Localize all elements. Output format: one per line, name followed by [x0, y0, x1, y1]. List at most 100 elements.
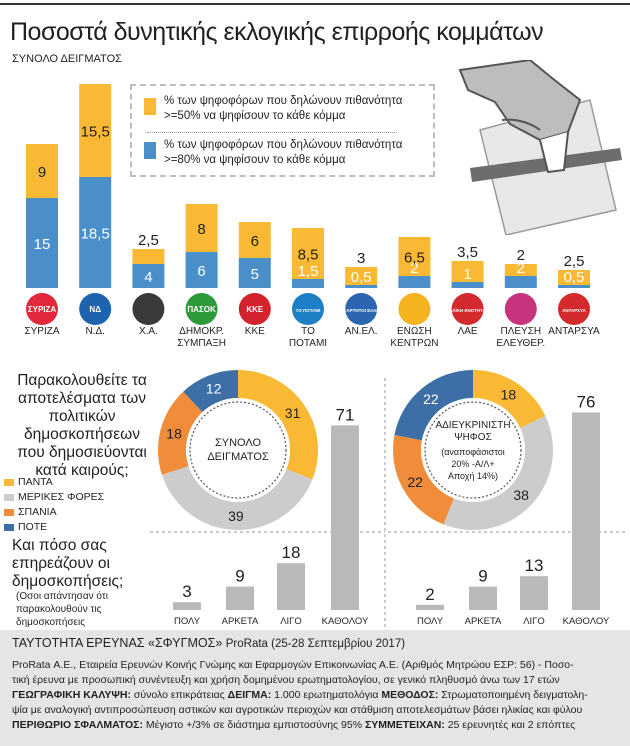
bar-yellow-party-2: [132, 249, 165, 264]
bar-yellow-party-0: [26, 144, 58, 198]
donut-value-undecided-σπανια: 22: [407, 474, 423, 490]
category-label-party-4: ΚΚΕ: [245, 326, 265, 337]
bar-blue-party-1: [79, 177, 112, 288]
logo-party-8: [451, 293, 484, 325]
bar-yellow-party-7: [398, 237, 431, 276]
logo-text-party-0: ΣΥΡΙΖΑ: [28, 305, 57, 314]
legend-swatch-never: [4, 524, 14, 531]
category-label-party-7: ΕΝΩΣΗ: [397, 326, 432, 337]
influence-category-undecided-αρκετα: ΑΡΚΕΤΑ: [465, 616, 502, 627]
bar-yellow-party-8: [451, 261, 484, 282]
legend: % των ψηφοφόρων που δηλώνουν πιθανότητα …: [130, 84, 435, 177]
influence-value-total-αρκετα: 9: [235, 567, 244, 586]
question-poll-influence: Και πόσο σας επηρεάζουν οι δημοσκοπήσεις…: [12, 537, 124, 590]
survey-line2: τική έρευνα με προσωπική συνέντευξη και …: [12, 674, 560, 686]
logo-text-party-6: ΑΝΕΞΑΡΤΗΤΟΙ ΕΛΛΗΝΕΣ: [334, 308, 389, 313]
legend-swatch-rarely: [4, 509, 14, 516]
category-label-party-6: ΑΝ.ΕΛ.: [345, 326, 378, 337]
donut-slice-undecided-παντα: [473, 370, 546, 428]
value-label-yellow-party-0: 9: [38, 164, 46, 181]
survey-title-date: ProRata (25-28 Σεπτεμβρίου 2017): [225, 638, 406, 650]
margin-key: ΠΕΡΙΘΩΡΙΟ ΣΦΑΛΜΑΤΟΣ:: [12, 719, 146, 731]
donut-value-total-μερικες-φορες: 39: [228, 508, 244, 524]
category-label-line2-party-7: ΚΕΝΤΡΩΝ: [390, 338, 438, 349]
legend-label-always: ΠΑΝΤΑ: [18, 476, 53, 488]
bar-yellow-party-9: [504, 264, 537, 276]
logo-party-10: [558, 293, 590, 325]
donut-value-total-ποτε: 12: [206, 381, 222, 397]
value-label-blue-party-9: 2: [517, 260, 525, 277]
bar-blue-party-10: [558, 285, 590, 288]
category-label-party-0: ΣΥΡΙΖΑ: [24, 326, 59, 337]
legend-divider: [147, 132, 397, 133]
logo-party-2: [132, 293, 165, 325]
donut-title-total-line2: ΔΕΙΓΜΑΤΟΣ: [207, 451, 269, 463]
survey-line4: ψία με αναλογική αντιπροσώπευση αστικών …: [12, 704, 583, 716]
value-label-blue-party-1: 18,5: [81, 226, 110, 243]
donut-subtitle-undecided-line3: Αποχή 14%): [448, 471, 498, 481]
logo-text-party-1: ΝΔ: [89, 305, 101, 314]
donut-title-undecided-line2: ΨΗΦΟΣ: [454, 432, 492, 443]
legend-label-rarely: ΣΠΑΝΙΑ: [18, 506, 57, 518]
donut-slice-undecided-ποτε: [394, 370, 473, 441]
influence-category-total-λιγο: ΛΙΓΟ: [280, 616, 302, 627]
bar-yellow-party-3: [185, 204, 218, 252]
donut-slice-total-μερικες-φορες: [161, 466, 313, 530]
logo-party-7: [398, 293, 431, 325]
donut-slice-undecided-μερικες-φορες: [443, 415, 553, 530]
sample-value: 1.000 ερωτηματολόγια: [274, 689, 382, 701]
logo-text-party-10: ΑΝΤΑΡΣΥΑ: [562, 308, 586, 313]
value-label-yellow-party-7: 6,5: [404, 250, 425, 267]
page-title: Ποσοστά δυνητικής εκλογικής επιρροής κομ…: [10, 18, 544, 46]
logo-party-3: [185, 293, 218, 325]
bar-blue-party-9: [504, 276, 537, 288]
donut-value-undecided-παντα: 18: [501, 386, 517, 402]
logo-party-0: [26, 293, 58, 325]
donut-slice-total-παντα: [238, 370, 318, 480]
lower-charts: 31391812ΣΥΝΟΛΟΔΕΙΓΜΑΤΟΣ18382222ΑΔΙΕΥΚΡΙΝ…: [150, 370, 625, 627]
donut-hole-total: [186, 398, 290, 502]
logo-party-1: [79, 293, 112, 325]
legend-yellow-label: % των ψηφοφόρων που δηλώνουν πιθανότητα …: [164, 94, 429, 124]
method-value: Στρωματοποιημένη δειγματολη-: [441, 689, 588, 701]
logo-party-4: [238, 293, 271, 325]
influence-value-undecided-λιγο: 13: [525, 556, 544, 575]
influence-value-undecided-πολυ: 2: [425, 585, 434, 604]
survey-line5: ΠΕΡΙΘΩΡΙΟ ΣΦΑΛΜΑΤΟΣ: Μέγιστο +/3% σε διά…: [12, 718, 575, 732]
bar-blue-party-6: [345, 285, 378, 288]
donut-value-total-σπανια: 18: [166, 426, 182, 442]
category-label-line2-party-9: ΕΛΕΥΘΕΡ.: [496, 338, 545, 349]
value-label-yellow-party-2: 2,5: [138, 232, 159, 249]
bar-blue-party-0: [26, 198, 58, 288]
influence-category-undecided-πολυ: ΠΟΛΥ: [417, 616, 444, 627]
legend-swatch-sometimes: [4, 494, 14, 501]
bar-yellow-party-1: [79, 84, 112, 177]
survey-info: ΤΑΥΤΟΤΗΤΑ ΕΡΕΥΝΑΣ «ΣΦΥΓΜΟΣ» ProRata (25-…: [0, 630, 630, 746]
bar-blue-party-5: [292, 279, 324, 288]
value-label-blue-party-10: 0,5: [564, 269, 585, 286]
donut-value-undecided-μερικες-φορες: 38: [513, 487, 529, 503]
influence-category-undecided-λιγο: ΛΙΓΟ: [523, 616, 545, 627]
influence-value-undecided-καθολου: 76: [577, 392, 596, 411]
margin-value: Μέγιστο +/3% σε διάστημα εμπιστοσύνης 95…: [145, 719, 365, 731]
influence-bar-total-αρκετα: [226, 586, 254, 610]
legend-label-never: ΠΟΤΕ: [18, 521, 48, 533]
coverage-key: ΓΕΩΓΡΑΦΙΚΗ ΚΑΛΥΨΗ:: [12, 689, 134, 701]
influence-value-total-λιγο: 18: [282, 543, 301, 562]
value-label-yellow-party-1: 15,5: [81, 124, 110, 141]
bar-yellow-party-5: [292, 228, 324, 279]
influence-bar-total-πολυ: [173, 602, 201, 610]
value-label-blue-party-7: 2: [410, 260, 418, 277]
influence-bar-total-λιγο: [277, 563, 305, 610]
category-label-party-8: ΛΑΕ: [458, 326, 478, 337]
influence-bar-total-καθολου: [331, 425, 359, 610]
influence-value-undecided-αρκετα: 9: [478, 567, 487, 586]
category-label-party-10: ΑΝΤΑΡΣΥΑ: [548, 326, 600, 337]
logo-text-party-4: ΚΚΕ: [246, 305, 264, 314]
bar-yellow-party-4: [238, 222, 271, 258]
logo-text-party-5: ΤΟ ΠΟΤΑΜΙ: [296, 308, 321, 313]
influence-value-total-πολυ: 3: [182, 582, 191, 601]
party-bar-chart: 159ΣΥΡΙΖΑΣΥΡΙΖΑ18,515,5ΝΔΝ.Δ.42,5Χ.Α.68Π…: [24, 84, 600, 349]
page-subtitle: ΣΥΝΟΛΟ ΔΕΙΓΜΑΤΟΣ: [12, 53, 122, 65]
